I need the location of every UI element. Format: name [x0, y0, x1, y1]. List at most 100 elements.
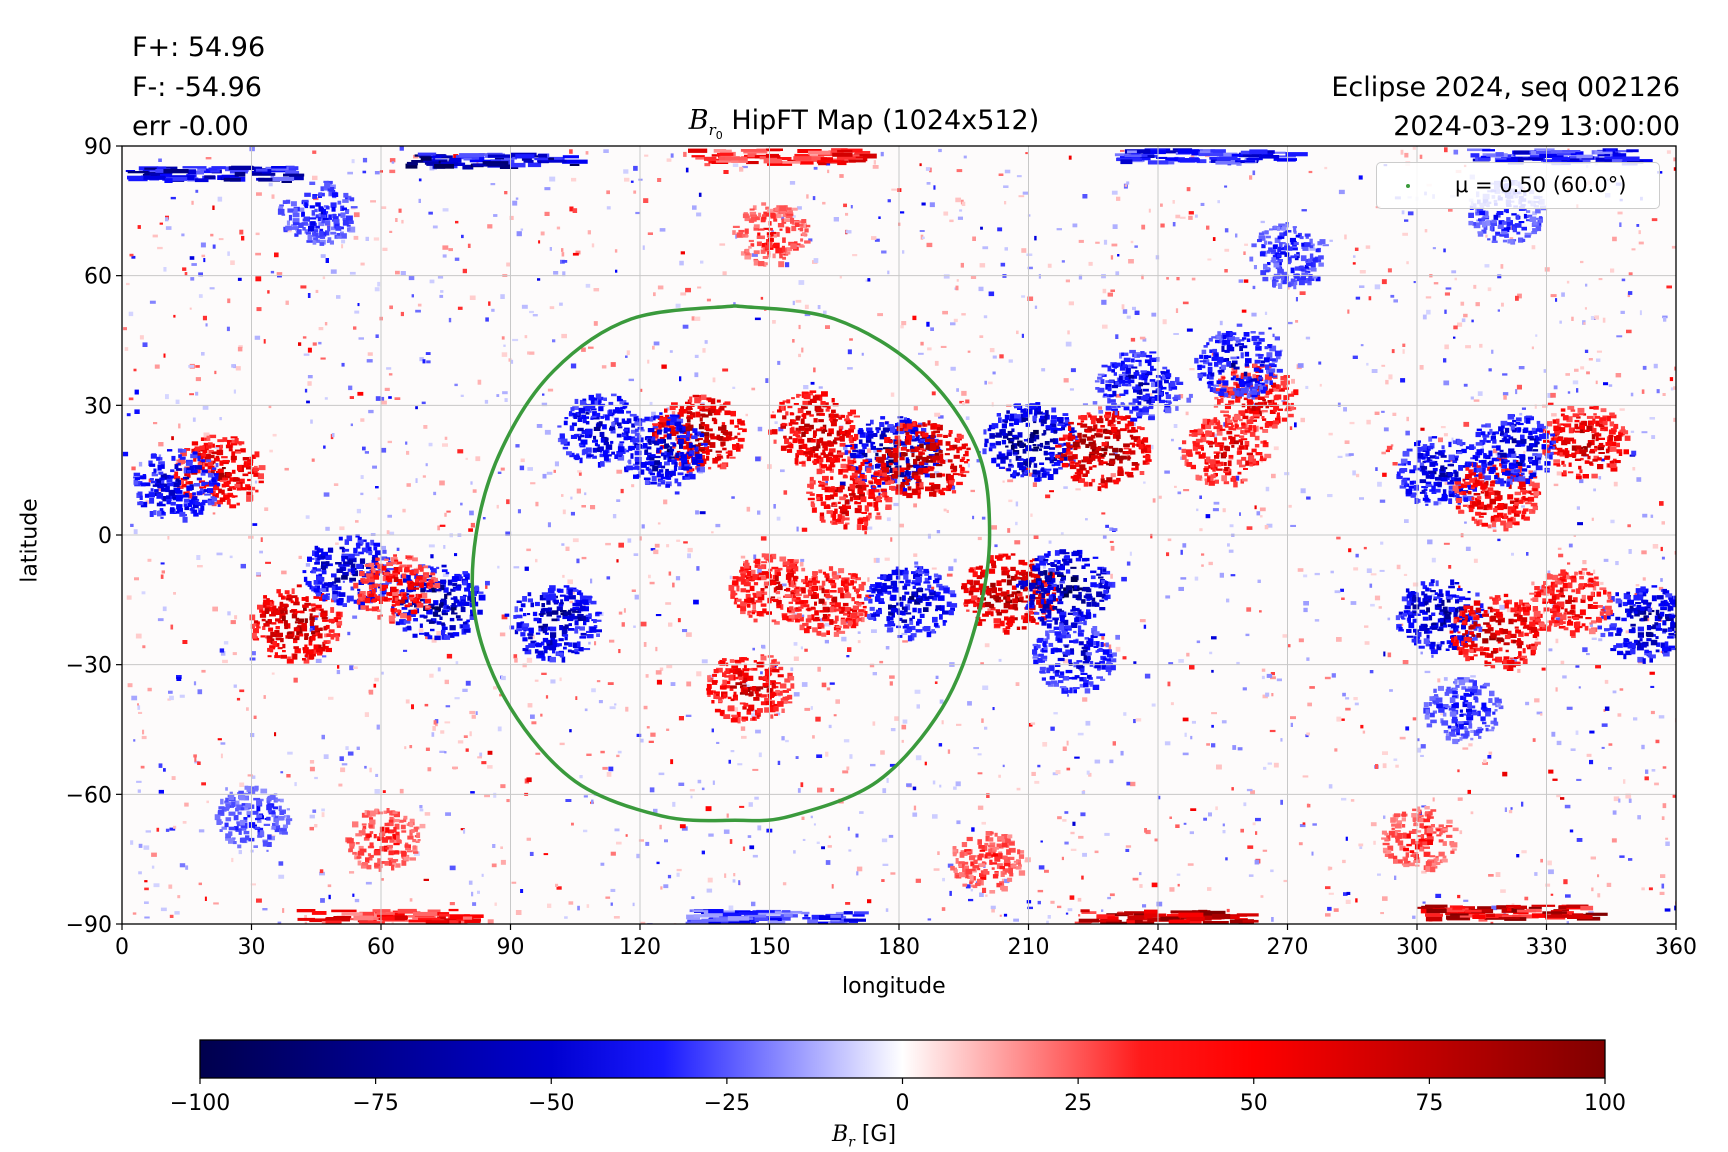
active-region-9: [675, 452, 680, 459]
active-region-1: [156, 502, 161, 507]
active-region-1: [161, 480, 165, 484]
speckle: [1255, 817, 1261, 822]
speckle: [890, 537, 893, 542]
speckle: [201, 782, 206, 786]
speckle: [1483, 759, 1487, 764]
speckle: [1438, 437, 1443, 443]
speckle: [490, 183, 496, 186]
speckle: [415, 309, 421, 313]
active-region-7: [582, 418, 587, 424]
active-region-3: [349, 580, 353, 583]
speckle: [724, 873, 727, 878]
active-region-10: [847, 435, 853, 438]
speckle: [1088, 772, 1092, 777]
speckle: [303, 353, 310, 356]
speckle: [446, 510, 451, 513]
speckle: [1497, 274, 1502, 279]
speckle: [365, 881, 372, 885]
speckle: [978, 286, 984, 292]
speckle: [830, 788, 835, 792]
active-region-9: [664, 451, 669, 455]
active-region-6: [572, 610, 579, 613]
speckle: [500, 846, 503, 849]
speckle: [562, 509, 566, 515]
speckle: [1056, 228, 1062, 231]
speckle: [1516, 384, 1522, 390]
active-region-4: [440, 602, 444, 607]
active-region-5: [400, 613, 407, 619]
active-region-11: [862, 444, 867, 450]
active-region-3: [344, 539, 349, 545]
speckle: [1164, 741, 1171, 746]
speckle: [1580, 571, 1586, 576]
speckle: [1590, 856, 1596, 860]
active-region-2: [294, 648, 301, 654]
speckle: [697, 286, 702, 289]
active-region-7: [634, 432, 640, 437]
speckle: [1497, 538, 1501, 542]
speckle: [616, 754, 620, 758]
speckle: [1610, 519, 1615, 524]
speckle: [182, 267, 187, 271]
speckle: [1108, 644, 1112, 650]
speckle: [1329, 239, 1333, 242]
active-region-7: [637, 434, 642, 440]
active-region-6: [594, 619, 602, 622]
speckle: [1400, 378, 1406, 383]
speckle: [1141, 274, 1144, 280]
speckle: [1186, 652, 1190, 657]
active-region-9: [660, 473, 664, 478]
active-region-7: [609, 425, 615, 430]
speckle: [1589, 622, 1593, 627]
active-region-10: [835, 457, 841, 463]
active-region-9: [645, 452, 652, 455]
speckle: [509, 215, 514, 220]
active-region-9: [670, 420, 675, 425]
speckle: [1387, 617, 1391, 621]
active-region-5: [401, 597, 408, 600]
speckle: [312, 150, 317, 154]
active-region-8: [701, 455, 705, 460]
active-region-0: [198, 480, 205, 483]
speckle: [1301, 209, 1307, 212]
speckle: [1569, 829, 1574, 833]
active-region-10: [812, 395, 820, 401]
speckle: [1343, 892, 1348, 896]
speckle: [400, 271, 406, 276]
speckle: [1595, 664, 1601, 669]
speckle: [902, 250, 905, 254]
active-region-0: [236, 502, 240, 506]
speckle: [1604, 706, 1610, 711]
active-region-2: [262, 626, 266, 630]
speckle: [723, 829, 730, 834]
active-region-4: [460, 606, 466, 613]
active-region-0: [184, 448, 191, 451]
active-region-3: [338, 564, 344, 567]
speckle: [1042, 565, 1046, 569]
speckle: [722, 271, 727, 276]
active-region-3: [347, 559, 351, 563]
active-region-9: [692, 428, 698, 433]
speckle: [1167, 681, 1171, 687]
active-region-7: [590, 399, 596, 405]
active-region-8: [702, 424, 708, 427]
speckle: [131, 255, 136, 259]
speckle: [1479, 343, 1483, 348]
speckle: [1151, 703, 1156, 707]
speckle: [1627, 524, 1631, 528]
speckle: [678, 716, 684, 721]
speckle: [649, 787, 655, 793]
active-region-0: [254, 465, 258, 468]
active-region-9: [652, 465, 659, 472]
active-region-10: [807, 400, 812, 406]
active-region-1: [159, 508, 164, 513]
speckle: [1190, 735, 1193, 740]
speckle: [1494, 506, 1498, 509]
speckle: [1460, 695, 1464, 700]
speckle: [1063, 486, 1068, 489]
speckle: [839, 275, 842, 279]
active-region-5: [409, 595, 414, 600]
active-region-8: [732, 446, 737, 450]
speckle: [549, 247, 552, 251]
speckle: [1150, 444, 1154, 450]
